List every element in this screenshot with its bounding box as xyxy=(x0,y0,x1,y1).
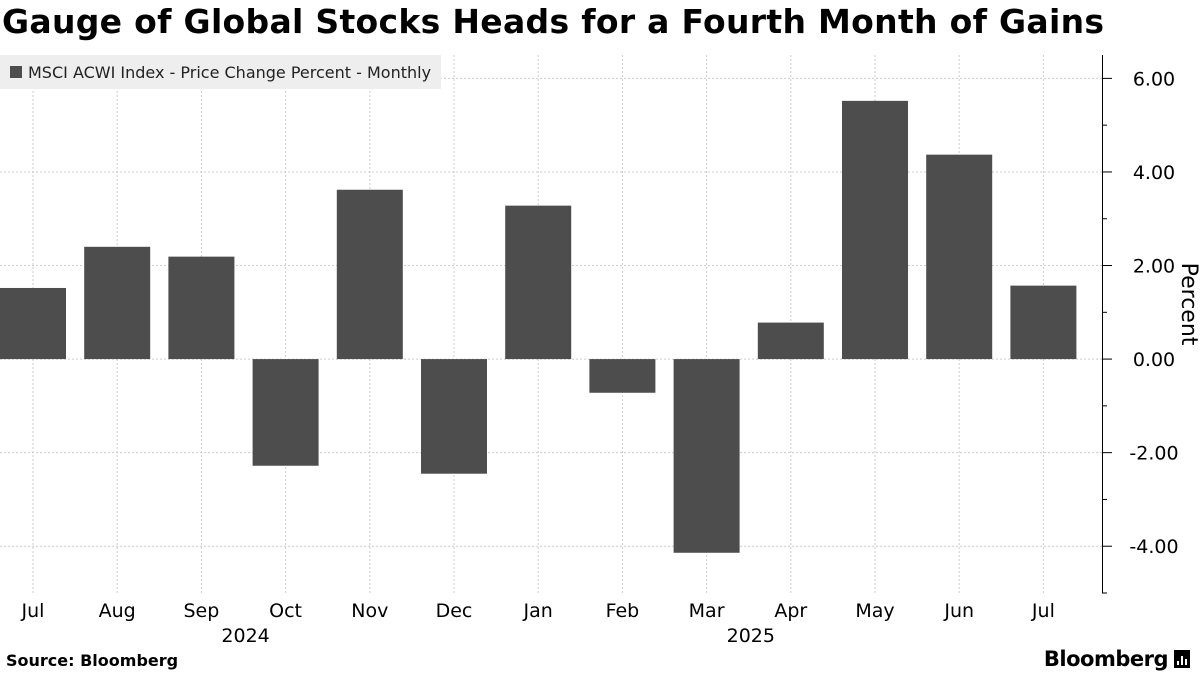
bar xyxy=(84,246,151,360)
source-note: Source: Bloomberg xyxy=(6,651,179,670)
y-axis-title: Percent xyxy=(1176,263,1200,346)
bar xyxy=(421,359,487,474)
bloomberg-bars-icon xyxy=(1174,650,1190,668)
y-tick-label: 4.00 xyxy=(1133,162,1175,184)
x-tick-label: Sep xyxy=(183,600,219,622)
bar xyxy=(757,322,824,360)
legend: MSCI ACWI Index - Price Change Percent -… xyxy=(0,55,442,89)
bar xyxy=(252,359,319,466)
x-tick-label: Jul xyxy=(21,600,45,622)
bar xyxy=(0,287,66,360)
bar xyxy=(589,359,656,393)
bar xyxy=(336,189,403,360)
x-year-label: 2025 xyxy=(727,625,775,647)
x-tick-label: Mar xyxy=(689,600,725,622)
x-tick-label: Jan xyxy=(523,600,553,622)
y-tick-label: 2.00 xyxy=(1133,256,1175,278)
y-tick-label: -2.00 xyxy=(1129,443,1178,465)
x-tick-label: Oct xyxy=(269,600,302,622)
bar xyxy=(505,205,572,360)
bar xyxy=(1010,285,1077,360)
x-tick-label: Jun xyxy=(943,600,974,622)
y-tick-label: 6.00 xyxy=(1133,68,1175,90)
bar xyxy=(842,100,908,360)
brand-name: Bloomberg xyxy=(1043,647,1169,671)
x-year-label: 2024 xyxy=(221,625,269,647)
x-tick-label: Feb xyxy=(606,600,640,622)
y-tick-label: -4.00 xyxy=(1129,536,1178,558)
y-tick-label: 0.00 xyxy=(1133,349,1175,371)
x-tick-label: Apr xyxy=(774,600,807,622)
chart-title: Gauge of Global Stocks Heads for a Fourt… xyxy=(2,2,1105,41)
bar xyxy=(926,154,993,360)
x-tick-label: Jul xyxy=(1031,600,1055,622)
x-tick-label: May xyxy=(855,600,894,622)
bar xyxy=(673,359,740,553)
legend-swatch xyxy=(10,66,22,78)
x-tick-label: Aug xyxy=(99,600,136,622)
x-tick-label: Dec xyxy=(436,600,473,622)
brand-logo: Bloomberg xyxy=(1044,647,1190,671)
legend-label: MSCI ACWI Index - Price Change Percent -… xyxy=(28,62,432,82)
x-tick-label: Nov xyxy=(351,600,388,622)
bar xyxy=(168,256,235,360)
